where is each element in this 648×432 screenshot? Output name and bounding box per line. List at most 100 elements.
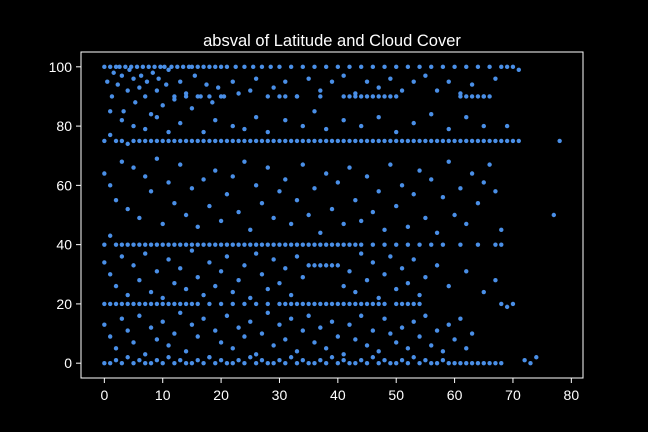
data-point bbox=[358, 218, 364, 224]
data-point bbox=[154, 88, 160, 93]
data-point bbox=[172, 94, 177, 99]
data-point bbox=[213, 360, 218, 366]
data-point bbox=[102, 322, 107, 327]
data-point bbox=[143, 251, 148, 256]
data-point bbox=[510, 301, 516, 307]
data-point bbox=[464, 346, 469, 351]
data-point bbox=[411, 138, 416, 144]
data-point bbox=[119, 73, 125, 78]
data-point bbox=[166, 242, 171, 247]
data-point bbox=[125, 206, 130, 212]
data-point bbox=[411, 257, 416, 262]
data-point bbox=[347, 269, 352, 274]
data-point bbox=[218, 340, 224, 345]
data-point bbox=[236, 209, 241, 215]
data-point bbox=[154, 138, 160, 144]
data-point bbox=[318, 230, 323, 235]
data-point bbox=[306, 360, 311, 366]
data-point bbox=[446, 283, 451, 289]
data-point bbox=[271, 242, 276, 247]
data-point bbox=[166, 129, 171, 135]
data-point bbox=[300, 64, 306, 70]
data-point bbox=[207, 203, 212, 209]
data-point bbox=[166, 343, 171, 348]
data-point bbox=[499, 64, 504, 70]
data-point bbox=[102, 360, 107, 366]
data-point bbox=[323, 242, 329, 247]
data-point bbox=[183, 138, 189, 144]
data-point bbox=[493, 189, 498, 194]
data-point bbox=[102, 138, 107, 144]
data-point bbox=[201, 292, 206, 298]
data-point bbox=[306, 138, 311, 144]
data-point bbox=[551, 212, 557, 218]
data-point bbox=[143, 138, 148, 144]
data-point bbox=[215, 85, 221, 90]
data-point bbox=[341, 221, 346, 227]
data-point bbox=[137, 358, 142, 363]
data-point bbox=[405, 280, 411, 286]
data-point bbox=[434, 230, 440, 235]
data-point bbox=[312, 64, 317, 70]
data-point bbox=[469, 138, 475, 144]
data-point bbox=[251, 64, 256, 70]
data-point bbox=[417, 168, 422, 173]
data-point bbox=[210, 100, 215, 105]
data-point bbox=[364, 138, 370, 144]
data-point bbox=[137, 242, 142, 247]
data-point bbox=[131, 76, 136, 81]
data-point bbox=[411, 79, 416, 84]
data-point bbox=[265, 286, 270, 292]
data-point bbox=[131, 123, 136, 129]
data-point bbox=[224, 138, 230, 144]
data-point bbox=[353, 360, 358, 366]
data-point bbox=[294, 242, 300, 247]
data-point bbox=[172, 360, 177, 366]
data-point bbox=[417, 301, 422, 307]
data-point bbox=[195, 275, 200, 280]
data-point bbox=[300, 162, 306, 167]
data-point bbox=[294, 301, 300, 307]
data-point bbox=[382, 138, 387, 144]
data-point bbox=[172, 331, 177, 336]
data-point bbox=[172, 138, 177, 144]
data-point bbox=[429, 343, 434, 348]
data-point bbox=[107, 132, 113, 138]
data-point bbox=[493, 242, 498, 247]
data-point bbox=[283, 360, 288, 366]
data-point bbox=[370, 301, 376, 307]
data-point bbox=[207, 301, 212, 307]
data-point bbox=[370, 64, 376, 70]
data-point bbox=[158, 64, 163, 70]
data-point bbox=[358, 242, 364, 247]
data-point bbox=[318, 358, 323, 363]
data-point bbox=[218, 242, 224, 247]
data-point bbox=[113, 138, 119, 144]
data-point bbox=[230, 174, 235, 179]
data-point bbox=[180, 64, 186, 70]
data-point bbox=[230, 346, 235, 351]
data-point bbox=[522, 358, 527, 363]
data-point bbox=[283, 117, 288, 123]
data-point bbox=[265, 242, 270, 247]
data-point bbox=[417, 242, 422, 247]
data-point bbox=[475, 200, 481, 206]
data-point bbox=[259, 272, 265, 277]
data-point bbox=[166, 138, 171, 144]
data-point bbox=[107, 109, 113, 114]
data-point bbox=[388, 360, 393, 366]
data-point bbox=[113, 64, 119, 70]
data-point bbox=[119, 138, 125, 144]
data-point bbox=[353, 197, 358, 203]
data-point bbox=[224, 192, 230, 197]
data-point bbox=[154, 301, 160, 307]
data-point bbox=[312, 340, 317, 345]
y-tick-label: 100 bbox=[49, 59, 73, 75]
data-point bbox=[183, 286, 189, 292]
data-point bbox=[510, 64, 516, 70]
data-point bbox=[306, 263, 311, 268]
data-point bbox=[271, 360, 276, 366]
data-point bbox=[323, 126, 329, 132]
data-point bbox=[434, 360, 440, 366]
data-point bbox=[164, 82, 169, 87]
